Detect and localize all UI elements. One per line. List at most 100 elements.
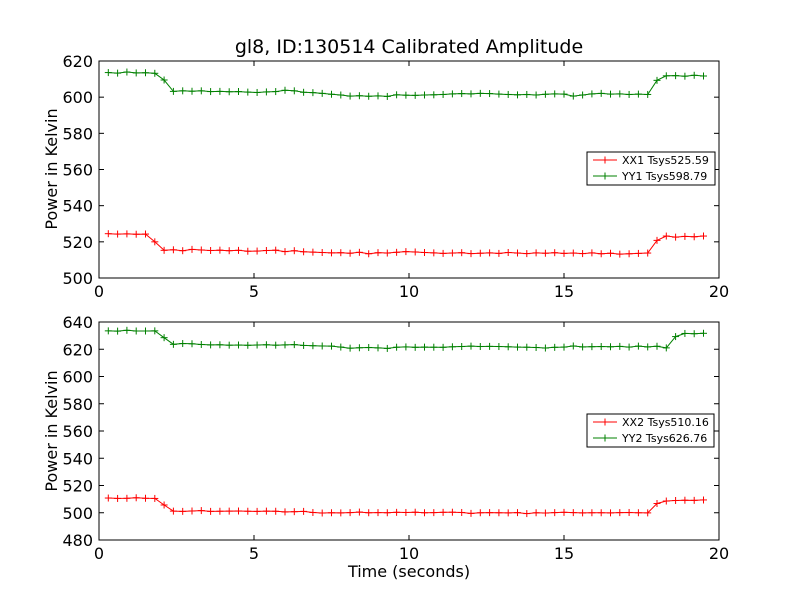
xx2-data-point bbox=[588, 509, 596, 517]
yy2-data-point bbox=[337, 343, 345, 351]
top-subplot: gl8, ID:130514 Calibrated Amplitude Powe… bbox=[42, 36, 729, 301]
xx1-data-point bbox=[551, 249, 559, 257]
yy1-data-point bbox=[188, 87, 196, 95]
yy1-data-point bbox=[169, 87, 177, 95]
xx2-data-point bbox=[235, 507, 242, 515]
yy1-data-point bbox=[207, 88, 215, 96]
yy1-data-point bbox=[318, 89, 326, 97]
yy2-data-point bbox=[588, 343, 596, 351]
yy1-data-point bbox=[393, 91, 401, 99]
xx2-data-point bbox=[197, 507, 205, 515]
xx2-data-point bbox=[393, 508, 401, 516]
yy2-data-point bbox=[169, 340, 177, 348]
yy2-data-point bbox=[532, 343, 540, 351]
yy2-data-point bbox=[235, 341, 242, 349]
yy2-data-point bbox=[672, 333, 680, 341]
xx1-data-point bbox=[625, 250, 633, 258]
xx2-data-point bbox=[346, 509, 354, 517]
xx1-data-point bbox=[104, 230, 112, 238]
xx1-data-point bbox=[300, 248, 308, 256]
yy1-data-point bbox=[309, 89, 317, 97]
xx2-data-point bbox=[114, 494, 122, 502]
xx2-data-point bbox=[523, 510, 531, 518]
yy2-data-point bbox=[346, 344, 354, 352]
xx1-data-point bbox=[541, 249, 549, 257]
yy1-data-point bbox=[290, 87, 298, 95]
xx2-data-point bbox=[560, 508, 568, 516]
xx2-data-point bbox=[262, 507, 270, 515]
xx2-data-point bbox=[634, 509, 642, 517]
xx1-data-point bbox=[532, 249, 540, 257]
yy1-data-point bbox=[355, 92, 363, 100]
xx1-data-point bbox=[328, 249, 335, 257]
yy1-data-point bbox=[328, 90, 335, 98]
xx1-data-point bbox=[309, 248, 317, 256]
bottom-x-tick-label: 15 bbox=[554, 544, 574, 563]
yy2-data-point bbox=[700, 329, 707, 337]
yy2-data-point bbox=[216, 341, 224, 349]
xx1-data-point bbox=[421, 249, 428, 257]
xx2-data-point bbox=[458, 508, 466, 516]
yy1-data-point bbox=[411, 91, 419, 99]
xx2-data-point bbox=[644, 509, 652, 517]
xx2-data-point bbox=[328, 509, 335, 517]
xx2-data-point bbox=[337, 509, 345, 517]
xx2-data-point bbox=[402, 508, 410, 516]
yy2-data-point bbox=[207, 341, 215, 349]
yy2-data-point bbox=[393, 343, 401, 351]
yy1-data-point bbox=[690, 71, 698, 79]
xx1-data-point bbox=[365, 250, 373, 258]
bottom-y-tick-label: 620 bbox=[62, 340, 93, 359]
top-y-tick-label: 500 bbox=[62, 269, 93, 288]
top-legend: XX1 Tsys525.59 YY1 Tsys598.79 bbox=[586, 151, 716, 186]
bottom-y-tick-label: 600 bbox=[62, 368, 93, 387]
yy2-data-point bbox=[607, 343, 614, 351]
xx2-data-point bbox=[411, 508, 419, 516]
xx2-data-point bbox=[225, 507, 233, 515]
yy1-data-point bbox=[681, 72, 689, 80]
yy2-data-point bbox=[616, 342, 624, 350]
bottom-y-tick-label: 580 bbox=[62, 395, 93, 414]
yy2-data-point bbox=[365, 343, 373, 351]
yy1-data-point bbox=[253, 88, 261, 96]
xx2-data-point bbox=[123, 494, 131, 502]
xx1-data-point bbox=[597, 250, 605, 258]
yy1-data-point bbox=[560, 90, 568, 98]
xx2-data-point bbox=[365, 509, 373, 517]
xx2-data-point bbox=[383, 509, 391, 517]
yy1-data-point bbox=[644, 90, 652, 98]
bottom-legend-box bbox=[586, 413, 715, 448]
top-x-tick-label: 5 bbox=[249, 282, 259, 301]
xx2-data-point bbox=[607, 509, 614, 517]
top-y-tick-label: 620 bbox=[62, 52, 93, 71]
top-y-tick-label: 520 bbox=[62, 233, 93, 252]
xx2-data-point bbox=[253, 507, 261, 515]
xx1-data-point bbox=[132, 230, 140, 238]
legend-yy2-label: YY2 Tsys626.76 bbox=[621, 432, 707, 445]
xx2-data-point bbox=[142, 494, 149, 502]
xx2-data-point bbox=[495, 509, 503, 517]
xx2-data-point bbox=[653, 499, 661, 507]
yy1-data-point bbox=[123, 68, 131, 76]
xx2-data-point bbox=[681, 496, 689, 504]
yy2-data-point bbox=[551, 343, 559, 351]
xx2-data-point bbox=[160, 501, 168, 509]
xx1-data-point bbox=[458, 249, 466, 257]
yy1-data-point bbox=[104, 69, 112, 77]
bottom-legend: XX2 Tsys510.16 YY2 Tsys626.76 bbox=[586, 413, 715, 448]
xx2-data-point bbox=[244, 507, 252, 515]
legend-yy1-label: YY1 Tsys598.79 bbox=[621, 170, 707, 183]
yy1-data-point bbox=[225, 88, 233, 96]
bottom-x-tick-label: 20 bbox=[709, 544, 729, 563]
yy2-data-point bbox=[579, 343, 587, 351]
xx2-data-point bbox=[281, 508, 289, 516]
yy2-data-point bbox=[244, 341, 252, 349]
xx1-data-point bbox=[579, 250, 587, 258]
top-x-tick-label: 20 bbox=[709, 282, 729, 301]
xx1-data-point bbox=[235, 246, 242, 254]
yy1-data-point bbox=[458, 90, 466, 98]
xx2-data-point bbox=[207, 507, 215, 515]
yy1-data-point bbox=[504, 90, 512, 98]
xx1-data-point bbox=[272, 246, 280, 254]
yy1-data-point bbox=[421, 91, 428, 99]
